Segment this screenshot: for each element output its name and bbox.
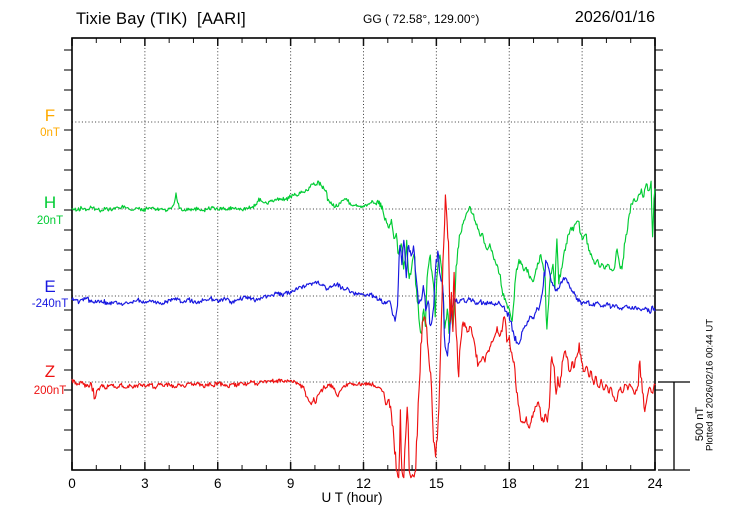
x-tick-label: 24 [647,476,663,491]
station-coordinates-label: GG ( 72.58°, 129.00°) [363,12,480,26]
x-tick-label: 9 [286,476,295,491]
page-title: Tixie Bay (TIK) [AARI] [76,10,246,28]
baseline-label-H: 20nT [36,215,64,227]
component-label-E: E [44,277,56,296]
component-label-Z: Z [44,362,56,381]
date-label: 2026/01/16 [574,9,655,26]
trace-E [71,239,656,357]
plotted-at-note: Plotted at 2026/02/16 00:44 UT [704,318,716,452]
component-label-H: H [43,193,57,212]
trace-H [71,180,656,334]
dotted-grid [72,38,655,470]
baseline-label-Z: 200nT [33,385,67,397]
component-label-F: F [44,106,56,125]
x-tick-label: 21 [574,476,590,491]
x-tick-label: 0 [68,476,76,491]
x-tick-label: 18 [501,476,517,491]
x-tick-label: 3 [141,476,149,491]
trace-Z [71,194,656,479]
scale-bar [658,381,690,471]
x-axis-title: U T (hour) [321,490,383,505]
x-tick-label: 6 [213,476,222,491]
x-tick-label: 12 [355,476,372,491]
traces [71,180,656,479]
baseline-label-E: -240nT [31,298,69,310]
x-tick-label: 15 [428,476,444,491]
baseline-label-F: 0nT [40,127,60,139]
